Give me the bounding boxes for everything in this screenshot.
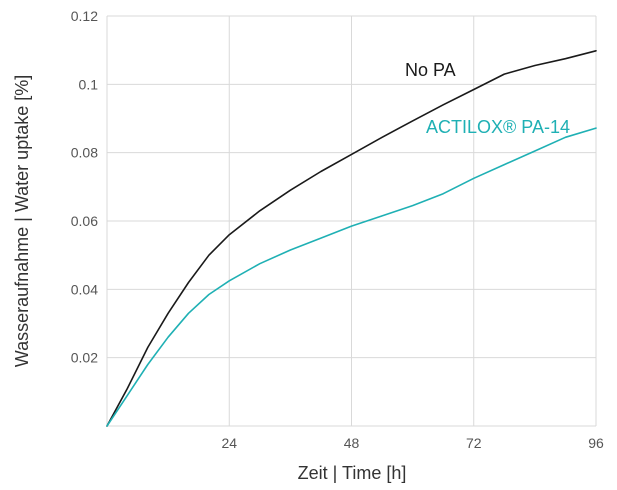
x-axis-title: Zeit | Time [h] <box>298 463 407 483</box>
series-lines <box>106 49 597 427</box>
x-tick-label: 72 <box>466 435 482 451</box>
x-tick-label: 24 <box>221 435 237 451</box>
x-tick-label: 96 <box>588 435 604 451</box>
series-line-0 <box>106 49 597 427</box>
x-tick-label: 48 <box>344 435 360 451</box>
series-labels: No PA ACTILOX® PA-14 <box>405 60 570 137</box>
grid-lines <box>106 15 597 427</box>
y-axis-title: Wasseraufnahme | Water uptake [%] <box>12 75 32 367</box>
series-line-1 <box>106 127 597 427</box>
y-tick-labels: 0.02 0.04 0.06 0.08 0.1 0.12 <box>71 8 98 366</box>
y-tick-label: 0.12 <box>71 8 98 24</box>
series-label-0: No PA <box>405 60 456 80</box>
series-label-1: ACTILOX® PA-14 <box>426 117 570 137</box>
y-tick-label: 0.08 <box>71 145 98 161</box>
y-tick-label: 0.1 <box>79 76 99 92</box>
y-tick-label: 0.04 <box>71 281 98 297</box>
x-tick-labels: 24 48 72 96 <box>221 435 604 451</box>
y-tick-label: 0.06 <box>71 213 98 229</box>
y-tick-label: 0.02 <box>71 350 98 366</box>
